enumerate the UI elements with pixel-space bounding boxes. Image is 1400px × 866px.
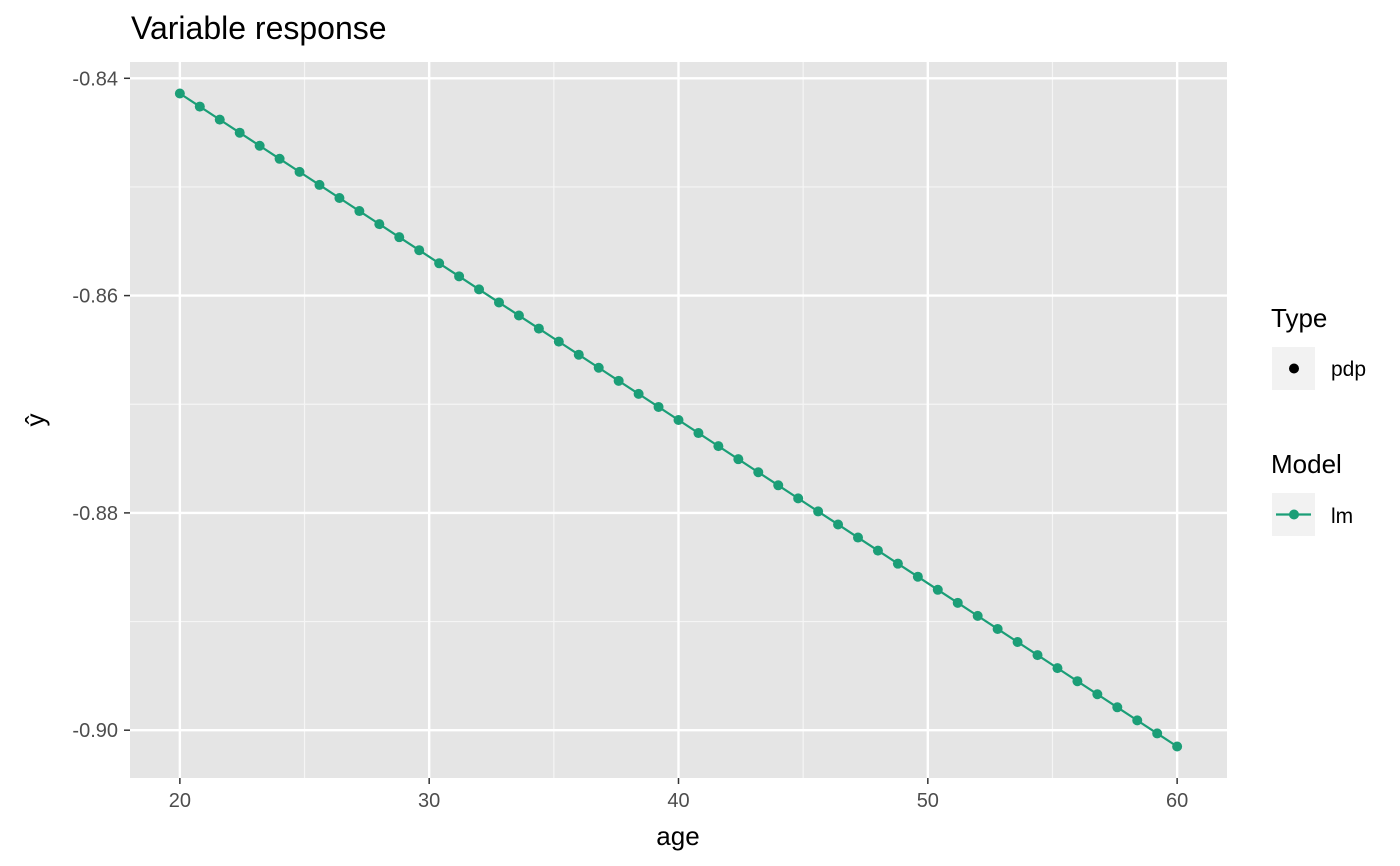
data-point — [892, 558, 903, 569]
x-tick-label: 50 — [917, 790, 939, 812]
x-tick-label: 40 — [667, 790, 689, 812]
y-tick-label: -0.86 — [72, 286, 118, 308]
y-tick-label: -0.84 — [72, 68, 118, 90]
legend-label-pdp: pdp — [1331, 358, 1366, 381]
data-point — [1172, 741, 1183, 752]
y-axis-title: ŷ — [20, 414, 50, 427]
x-tick-label: 60 — [1166, 790, 1188, 812]
series-layer — [174, 88, 1183, 752]
data-point — [1132, 715, 1143, 726]
data-point — [972, 610, 983, 621]
data-point — [374, 219, 385, 230]
y-tick-label: -0.90 — [72, 720, 118, 742]
data-point — [174, 88, 185, 99]
data-point — [793, 493, 804, 504]
data-point — [513, 310, 524, 321]
data-point — [912, 571, 923, 582]
data-point — [274, 153, 285, 164]
data-point — [853, 532, 864, 543]
data-point — [693, 428, 704, 439]
data-point — [214, 114, 225, 125]
data-point — [733, 454, 744, 465]
data-point — [833, 519, 844, 530]
data-point — [434, 258, 445, 269]
data-point — [673, 415, 684, 425]
legend-label-lm: lm — [1331, 505, 1353, 528]
legend-line-point-icon — [1289, 509, 1299, 520]
y-tick-label: -0.88 — [72, 503, 118, 525]
data-point — [952, 597, 963, 608]
data-point — [992, 623, 1003, 634]
data-point — [234, 127, 245, 138]
data-point — [474, 284, 485, 295]
data-point — [713, 441, 724, 452]
data-point — [1092, 689, 1103, 700]
data-point — [653, 401, 664, 412]
data-point — [573, 349, 584, 360]
legend: Type pdp Model lm — [1271, 303, 1366, 536]
y-axis: -0.84 -0.86 -0.88 -0.90 — [72, 68, 130, 742]
data-point — [773, 480, 784, 491]
data-point — [932, 584, 943, 595]
data-point — [533, 323, 544, 334]
x-tick-label: 20 — [169, 790, 191, 812]
legend-title-type: Type — [1271, 303, 1327, 333]
legend-title-model: Model — [1271, 449, 1342, 479]
data-point — [414, 245, 425, 256]
legend-point-icon — [1289, 363, 1299, 374]
data-point — [194, 101, 205, 112]
data-point — [872, 545, 883, 556]
data-point — [334, 192, 345, 203]
x-axis-title: age — [656, 821, 699, 851]
data-point — [1112, 702, 1123, 713]
data-point — [493, 297, 504, 308]
data-point — [593, 362, 604, 373]
data-point — [1072, 676, 1083, 687]
data-point — [354, 206, 365, 217]
data-point — [813, 506, 824, 517]
data-point — [1152, 728, 1163, 739]
data-point — [633, 388, 644, 399]
x-axis: 20 30 40 50 60 — [169, 778, 1188, 812]
x-tick-label: 30 — [418, 790, 440, 812]
data-point — [394, 232, 405, 243]
data-point — [553, 336, 564, 347]
data-point — [294, 166, 305, 177]
chart-title: Variable response — [131, 10, 387, 46]
data-point — [314, 179, 325, 190]
data-point — [454, 271, 465, 282]
data-point — [1012, 637, 1023, 648]
data-point — [753, 467, 764, 478]
data-point — [1052, 663, 1063, 674]
data-point — [613, 375, 624, 386]
data-point — [254, 140, 265, 151]
data-point — [1032, 650, 1043, 661]
